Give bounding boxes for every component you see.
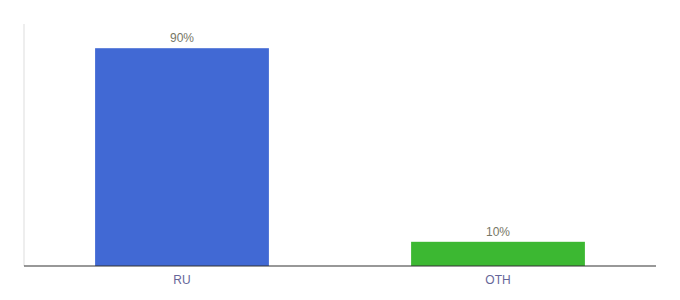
x-tick-label: OTH bbox=[485, 273, 510, 287]
bar bbox=[95, 48, 269, 266]
y-axis-line bbox=[24, 24, 25, 266]
bars bbox=[95, 48, 585, 266]
bar bbox=[411, 242, 585, 266]
data-label: 10% bbox=[486, 225, 510, 239]
x-axis-line bbox=[24, 265, 656, 266]
x-tick-label: RU bbox=[173, 273, 190, 287]
data-label: 90% bbox=[170, 31, 194, 45]
chart: 90% 10% RU OTH bbox=[0, 0, 680, 300]
page: {"chart_data": {"type": "bar", "categori… bbox=[0, 0, 680, 300]
chart-container: 90% 10% RU OTH bbox=[0, 0, 680, 300]
